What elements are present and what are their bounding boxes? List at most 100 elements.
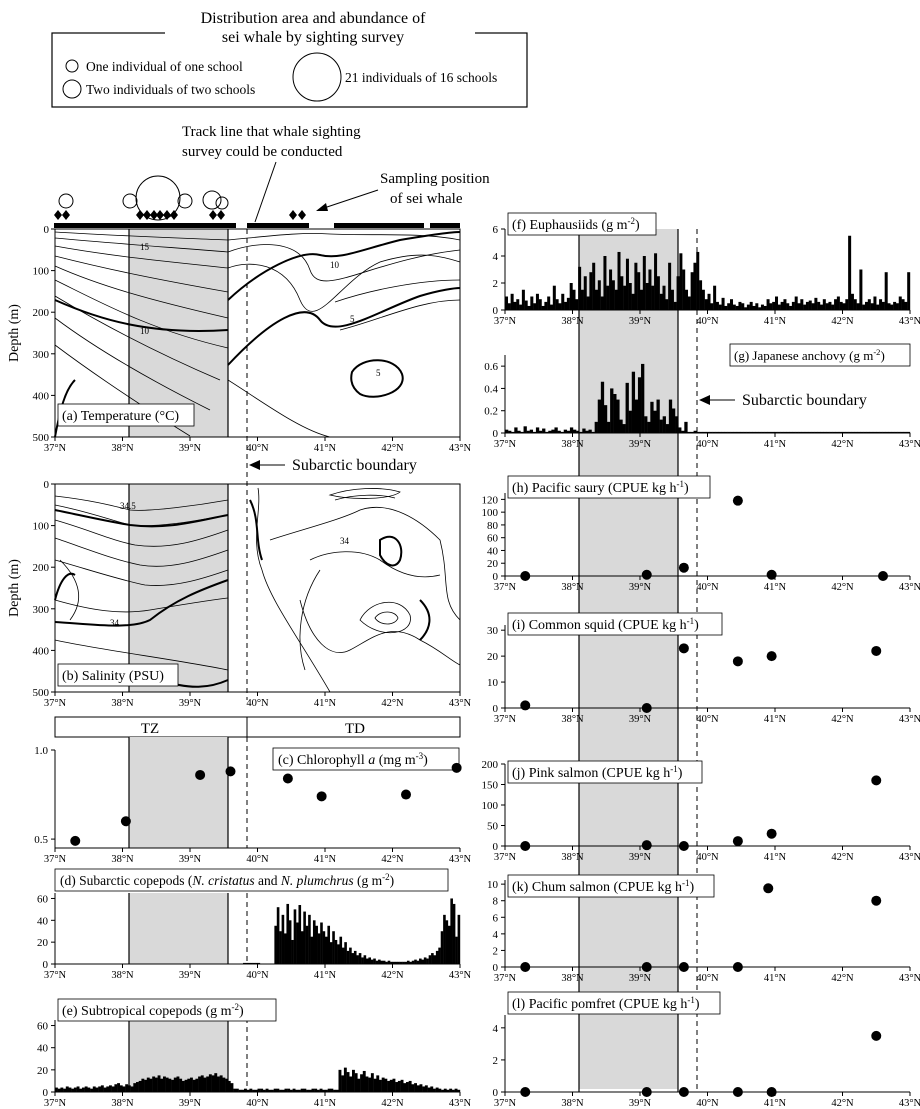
panel-e: (e) Subtropical copepods (g m-2) 37°N 38°… <box>37 998 472 1109</box>
bar <box>414 959 417 964</box>
bar <box>610 388 614 433</box>
bar <box>659 419 663 433</box>
data-point <box>732 656 743 667</box>
bar <box>794 296 798 310</box>
lat-tick-label: 42°N <box>831 714 854 725</box>
bar <box>713 285 717 310</box>
data-point <box>401 789 411 800</box>
panel-j: (j) Pink salmon (CPUE kg h-1) 37°N 38°N 39… <box>482 759 920 863</box>
bar <box>245 962 249 964</box>
whale-circle <box>135 175 181 221</box>
isohaline <box>54 639 229 671</box>
bar <box>435 950 439 964</box>
bar <box>800 299 804 310</box>
bar <box>780 301 784 310</box>
bar <box>668 262 672 310</box>
shade-region <box>129 737 228 848</box>
bar <box>901 299 905 310</box>
bar <box>65 1086 69 1092</box>
bar <box>709 431 713 433</box>
data-point <box>120 816 131 827</box>
isohaline <box>54 519 229 547</box>
bar <box>308 1089 312 1092</box>
bar <box>551 429 555 433</box>
y-tick-label: 20 <box>487 558 499 570</box>
bar <box>451 1089 455 1092</box>
isotherm <box>227 244 461 282</box>
bar <box>544 301 548 310</box>
bar <box>92 1086 96 1092</box>
bar <box>327 925 331 964</box>
bar <box>308 914 311 964</box>
bar <box>233 1088 237 1092</box>
bar <box>268 1089 272 1092</box>
data-point <box>732 962 743 972</box>
bar <box>446 1089 450 1092</box>
bar <box>730 299 734 310</box>
panel-l: (l) Pacific pomfret (CPUE kg h-1) 37°N 38… <box>493 991 920 1109</box>
data-point <box>871 645 882 656</box>
bar <box>516 299 520 310</box>
sampling-diamond <box>136 210 144 220</box>
bar <box>634 262 638 310</box>
bar <box>879 299 883 310</box>
shade-region <box>129 893 228 964</box>
bar <box>281 914 285 964</box>
bar <box>791 301 795 310</box>
bar <box>625 382 629 433</box>
bar <box>343 1067 347 1092</box>
bar <box>685 289 689 310</box>
bar <box>422 1086 426 1092</box>
bar <box>542 428 546 433</box>
bar <box>79 1088 83 1092</box>
data-point <box>225 766 236 777</box>
isotherm <box>54 245 229 269</box>
sampling-arrowhead <box>316 203 328 211</box>
lat-tick-label: 41°N <box>314 854 337 865</box>
isohaline <box>59 559 79 621</box>
isotherm-10-right <box>227 231 461 301</box>
sampling-diamond <box>170 210 178 220</box>
contour-label: 15 <box>140 242 150 252</box>
bar <box>552 285 556 310</box>
bar <box>811 303 815 310</box>
bar <box>721 297 725 310</box>
bar <box>684 421 688 433</box>
boundary-label-left: Subarctic boundary <box>292 457 417 474</box>
bar <box>360 1074 363 1092</box>
bar <box>763 305 767 310</box>
bar <box>454 1088 458 1092</box>
lat-axis-b: 37°N 38°N 39°N 40°N 41°N 42°N 43°N <box>44 692 472 709</box>
lat-tick-label: 42°N <box>831 973 854 984</box>
lat-tick-label: 40°N <box>696 582 719 593</box>
lat-tick-label: 39°N <box>629 316 652 327</box>
boundary-arrowhead <box>699 395 710 405</box>
depth-tick-label: 400 <box>33 390 50 402</box>
bar <box>659 293 663 310</box>
bar <box>238 1089 242 1092</box>
isohaline <box>54 572 76 601</box>
bar <box>640 289 644 310</box>
bar <box>257 1088 261 1092</box>
bar <box>839 301 843 310</box>
bar <box>403 1083 407 1092</box>
panel-c: (c) Chlorophyll a (mg m-3) 37°N 38°N 39°N 4… <box>34 737 472 865</box>
bar <box>222 1077 226 1092</box>
panel-label-box <box>507 760 703 784</box>
isotherm <box>227 254 461 312</box>
bar <box>817 431 821 433</box>
bar <box>310 936 314 964</box>
panel-label-a: (a) Temperature (°C) <box>62 409 179 424</box>
bar <box>295 1089 299 1092</box>
bar <box>423 957 427 964</box>
bar <box>341 1075 345 1092</box>
lat-tick-label: 41°N <box>314 970 337 981</box>
lat-tick-label: 42°N <box>381 698 404 709</box>
lat-tick-label: 38°N <box>561 439 584 450</box>
bar <box>71 1088 75 1092</box>
bar <box>152 1076 156 1092</box>
bar <box>648 269 652 310</box>
bar <box>435 1087 439 1092</box>
panel-label-box <box>57 663 179 687</box>
bar <box>620 276 624 310</box>
